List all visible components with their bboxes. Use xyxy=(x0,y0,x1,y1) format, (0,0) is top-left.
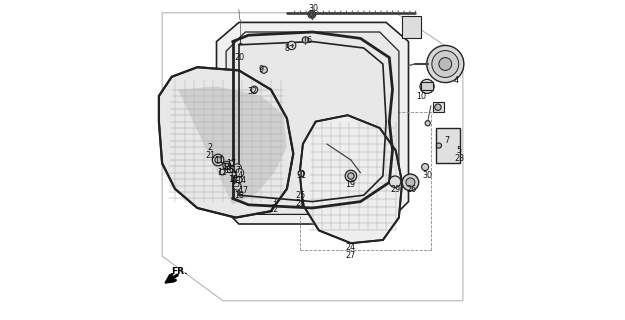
Circle shape xyxy=(251,86,258,93)
Polygon shape xyxy=(159,67,293,218)
Circle shape xyxy=(236,177,242,183)
Circle shape xyxy=(233,164,241,172)
Text: 30: 30 xyxy=(309,4,319,12)
Circle shape xyxy=(229,161,234,166)
Text: 32: 32 xyxy=(248,87,258,96)
Circle shape xyxy=(436,143,441,148)
Circle shape xyxy=(225,163,229,167)
Circle shape xyxy=(435,104,441,110)
Polygon shape xyxy=(216,22,409,224)
Text: 20: 20 xyxy=(234,53,244,62)
Circle shape xyxy=(402,174,419,191)
Circle shape xyxy=(389,176,401,188)
Text: 29: 29 xyxy=(391,185,401,194)
Text: 17: 17 xyxy=(239,186,249,195)
Text: 9: 9 xyxy=(258,65,263,74)
Text: 6: 6 xyxy=(307,36,312,44)
Text: 26: 26 xyxy=(406,185,416,194)
Circle shape xyxy=(308,11,316,18)
Text: 15: 15 xyxy=(231,180,241,188)
Circle shape xyxy=(232,170,239,177)
Circle shape xyxy=(298,170,304,177)
Text: 17: 17 xyxy=(232,166,242,175)
Circle shape xyxy=(348,173,354,179)
Text: 13: 13 xyxy=(222,163,232,172)
Text: 8: 8 xyxy=(284,44,289,53)
Text: 28: 28 xyxy=(295,199,306,208)
Polygon shape xyxy=(432,102,444,112)
Polygon shape xyxy=(300,115,402,243)
Polygon shape xyxy=(421,82,432,90)
Circle shape xyxy=(427,45,464,83)
Circle shape xyxy=(215,157,221,163)
Text: 2: 2 xyxy=(208,143,212,152)
Circle shape xyxy=(236,169,244,177)
Circle shape xyxy=(309,12,314,17)
Text: 12: 12 xyxy=(217,168,227,177)
Text: 24: 24 xyxy=(345,244,356,252)
Polygon shape xyxy=(436,128,460,163)
Circle shape xyxy=(423,82,431,91)
Polygon shape xyxy=(226,32,399,214)
Circle shape xyxy=(345,170,357,182)
Circle shape xyxy=(288,41,296,50)
Circle shape xyxy=(229,165,237,172)
Text: 14: 14 xyxy=(236,176,246,185)
Text: FR.: FR. xyxy=(171,267,187,276)
Text: 15: 15 xyxy=(228,175,238,184)
Circle shape xyxy=(228,168,232,173)
Circle shape xyxy=(219,169,225,175)
Circle shape xyxy=(302,37,309,43)
Text: 10: 10 xyxy=(416,92,426,101)
Circle shape xyxy=(432,51,459,77)
Circle shape xyxy=(425,121,430,126)
Circle shape xyxy=(213,154,224,166)
Text: 16: 16 xyxy=(224,166,234,175)
Text: 3: 3 xyxy=(271,198,276,207)
Text: 21: 21 xyxy=(205,151,215,160)
Polygon shape xyxy=(178,86,287,205)
Circle shape xyxy=(420,79,434,93)
Text: 22: 22 xyxy=(268,205,279,214)
Text: 17: 17 xyxy=(226,159,236,168)
Text: 7: 7 xyxy=(444,136,449,145)
Text: 19: 19 xyxy=(345,180,356,188)
Text: 14: 14 xyxy=(233,171,243,180)
Circle shape xyxy=(234,182,241,190)
Text: 27: 27 xyxy=(345,251,356,260)
Text: 11: 11 xyxy=(214,156,224,164)
Text: 4: 4 xyxy=(454,76,459,84)
Circle shape xyxy=(223,161,231,169)
Circle shape xyxy=(261,66,268,73)
Circle shape xyxy=(422,164,429,171)
Circle shape xyxy=(406,178,415,187)
Polygon shape xyxy=(402,16,421,38)
Text: 25: 25 xyxy=(295,191,306,200)
Text: 1: 1 xyxy=(237,37,242,46)
Circle shape xyxy=(439,58,452,70)
Text: 30: 30 xyxy=(422,171,432,180)
Text: 5: 5 xyxy=(456,146,462,155)
Text: 18: 18 xyxy=(234,191,244,200)
Text: 31: 31 xyxy=(296,171,306,180)
Text: 23: 23 xyxy=(454,154,464,163)
